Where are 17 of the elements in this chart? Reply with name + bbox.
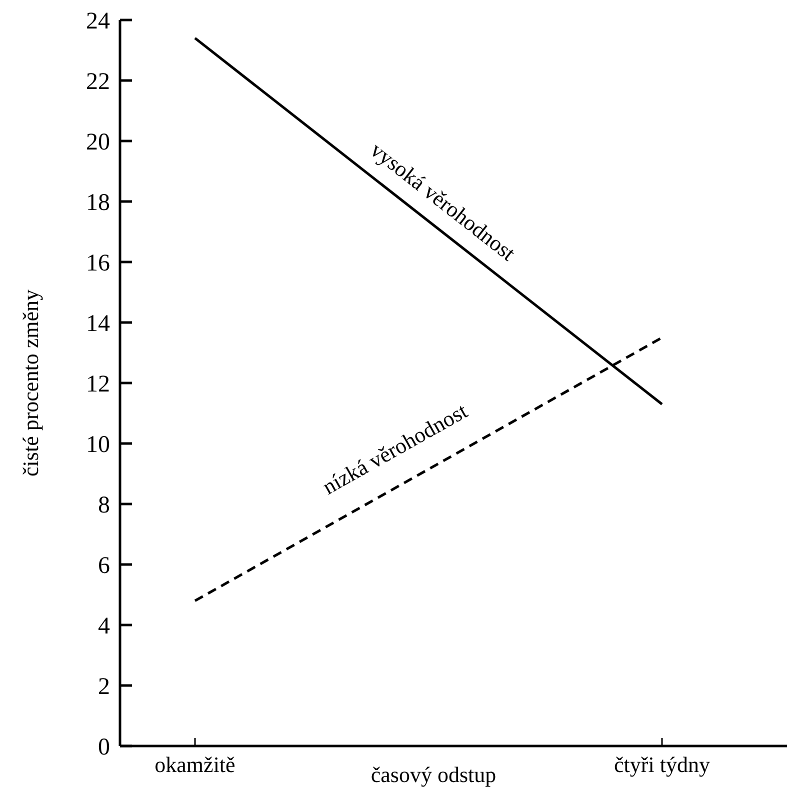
x-tick-label: okamžitě [154,752,236,777]
y-tick-label: 24 [86,8,110,34]
y-tick-label: 4 [98,613,110,640]
y-tick-label: 12 [86,371,110,398]
y-tick-label: 8 [98,492,110,518]
x-tick-label: čtyři týdny [614,752,710,777]
y-axis-title: čisté procento změny [18,290,43,476]
y-tick-label: 16 [86,250,110,276]
y-tick-label: 2 [98,674,110,700]
y-tick-label: 18 [86,190,110,216]
y-tick-label: 22 [86,68,110,95]
y-tick-label: 10 [86,432,110,458]
y-tick-label: 0 [98,734,110,760]
y-tick-label: 14 [86,310,110,337]
x-axis-title: časový odstup [370,762,496,787]
y-tick-label: 20 [86,129,110,156]
y-tick-label: 6 [98,552,110,579]
